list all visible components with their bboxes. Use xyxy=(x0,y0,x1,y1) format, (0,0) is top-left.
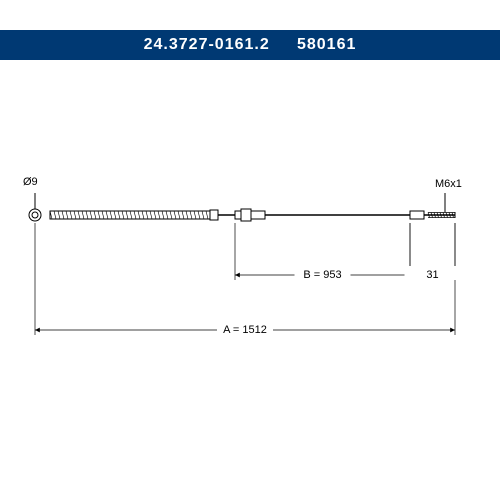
svg-text:Ø9: Ø9 xyxy=(23,176,38,188)
svg-text:31: 31 xyxy=(426,269,438,281)
header-bar: 24.3727-0161.2 580161 xyxy=(0,30,500,60)
part-number: 24.3727-0161.2 xyxy=(144,36,270,53)
svg-text:M6x1: M6x1 xyxy=(435,178,462,190)
item-code: 580161 xyxy=(297,36,356,53)
diagram-svg: Ø9 M6x1 A = 1512 B = 953 31 xyxy=(0,70,500,470)
svg-text:A = 1512: A = 1512 xyxy=(223,324,267,336)
technical-diagram: Ø9 M6x1 A = 1512 B = 953 31 xyxy=(0,70,500,470)
svg-text:B = 953: B = 953 xyxy=(303,269,341,281)
